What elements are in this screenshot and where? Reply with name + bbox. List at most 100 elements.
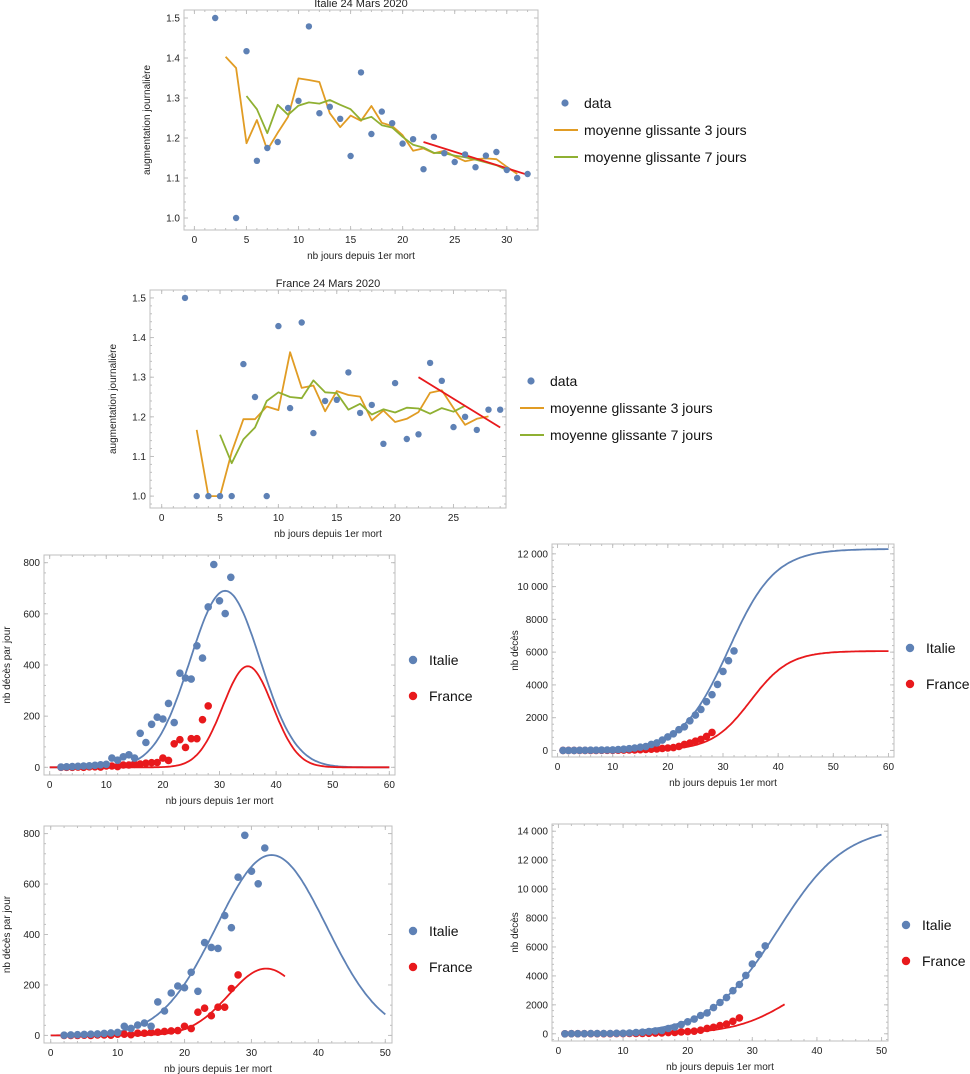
italy-data-point: [170, 718, 178, 727]
y-tick-label: 200: [23, 712, 40, 723]
italy-data-point: [194, 987, 202, 996]
italy-data-point: [729, 986, 737, 995]
italy-data-point: [587, 1029, 595, 1038]
france-fit-curve: [49, 665, 390, 769]
italy-data-point: [147, 720, 156, 729]
y-tick-label: 600: [23, 880, 40, 891]
italy-data-point: [68, 762, 77, 771]
y-tick-label: 0: [34, 1031, 40, 1042]
x-tick-label: 30: [246, 1048, 258, 1059]
legend-label: data: [584, 95, 611, 111]
italy-data-point: [227, 923, 236, 932]
plot-frame: [43, 554, 396, 776]
x-tick-label: 30: [747, 1046, 759, 1057]
france-data-point: [671, 1028, 679, 1037]
x-tick-label: 25: [448, 513, 460, 524]
x-tick-label: 50: [828, 762, 840, 773]
italy-data-point: [153, 713, 161, 721]
italy-data-point: [62, 763, 71, 771]
italy-data-point: [702, 697, 711, 706]
y-tick-label: 400: [23, 661, 40, 672]
italy-data-point: [91, 761, 99, 770]
france-data-point: [697, 735, 705, 744]
italy-data-point: [619, 745, 628, 753]
italy-data-point: [651, 1027, 660, 1035]
france-fit-curve: [563, 650, 889, 752]
italy-data-point: [625, 1029, 634, 1037]
italy-data-point: [696, 1011, 705, 1020]
france-data-point: [677, 1028, 685, 1036]
france-data-point: [133, 1029, 142, 1037]
legend: Italie France: [905, 640, 970, 692]
chart-title: Italie 24 Mars 2020: [314, 0, 408, 10]
data-point: [461, 151, 469, 158]
italy-data-point: [193, 642, 201, 650]
italy-data-point: [96, 761, 105, 769]
y-tick-label: 0: [542, 746, 548, 757]
italy-data-point: [102, 760, 111, 769]
legend-marker-data: [527, 377, 535, 385]
plot-frame: [149, 289, 507, 509]
data-point: [485, 406, 492, 413]
data-point: [298, 319, 305, 326]
y-axis-label: nb décès: [510, 912, 521, 953]
legend-marker: [408, 962, 418, 972]
avg7-line: [219, 379, 466, 465]
x-tick-label: 5: [217, 513, 223, 524]
trend-line: [418, 376, 501, 429]
y-tick-label: 1.2: [132, 412, 146, 423]
x-tick-label: 20: [179, 1048, 191, 1059]
france-data-point: [160, 1027, 169, 1036]
x-tick-label: 10: [618, 1046, 630, 1057]
data-point: [482, 152, 490, 159]
italy-data-point: [73, 1030, 82, 1039]
data-point: [378, 108, 385, 115]
italy-data-point: [614, 745, 622, 754]
italy-data-point: [57, 763, 65, 771]
avg3-line: [224, 56, 518, 175]
x-tick-label: 0: [555, 762, 561, 773]
data-point: [347, 152, 354, 160]
france-data-point: [140, 1029, 149, 1037]
italy-data-point: [108, 754, 116, 762]
data-point: [305, 23, 313, 30]
italy-data-point: [664, 1024, 673, 1033]
y-tick-label: 1.2: [166, 134, 180, 145]
data-point: [403, 435, 410, 443]
france-data-point: [207, 1011, 216, 1020]
data-point: [420, 166, 427, 173]
data-point: [389, 120, 396, 127]
plot-area: [212, 14, 531, 222]
italy-data-point: [247, 867, 256, 875]
legend-label: Italie: [429, 652, 459, 668]
legend-marker: [901, 920, 911, 930]
italy-data-point: [586, 746, 595, 754]
plot-area: [561, 833, 882, 1038]
data-point: [356, 409, 364, 417]
france-data-point: [735, 1014, 744, 1022]
italy-data-point: [93, 1030, 102, 1038]
data-point: [357, 69, 365, 76]
legend-label: moyenne glissante 3 jours: [550, 400, 713, 416]
france-data-point: [120, 1030, 129, 1038]
italy-data-point: [67, 1031, 75, 1039]
france-data-point: [136, 760, 144, 768]
data-point: [228, 492, 235, 500]
france-data-point: [664, 744, 672, 752]
italy-data-point: [593, 1029, 601, 1038]
italy-data-point: [719, 667, 727, 676]
france-data-point: [142, 759, 150, 767]
x-axis-label: nb jours depuis 1er mort: [166, 796, 274, 807]
x-tick-label: 50: [380, 1048, 392, 1059]
data-point: [472, 164, 479, 171]
legend: Italie France: [408, 923, 473, 975]
x-tick-label: 15: [345, 235, 357, 246]
france-data-point: [729, 1017, 737, 1026]
data-point: [310, 429, 317, 437]
italy-data-point: [708, 690, 716, 699]
italy-data-point: [716, 998, 724, 1007]
france-data-point: [187, 734, 195, 743]
france-data-point: [167, 1027, 175, 1035]
x-tick-label: 10: [607, 762, 619, 773]
